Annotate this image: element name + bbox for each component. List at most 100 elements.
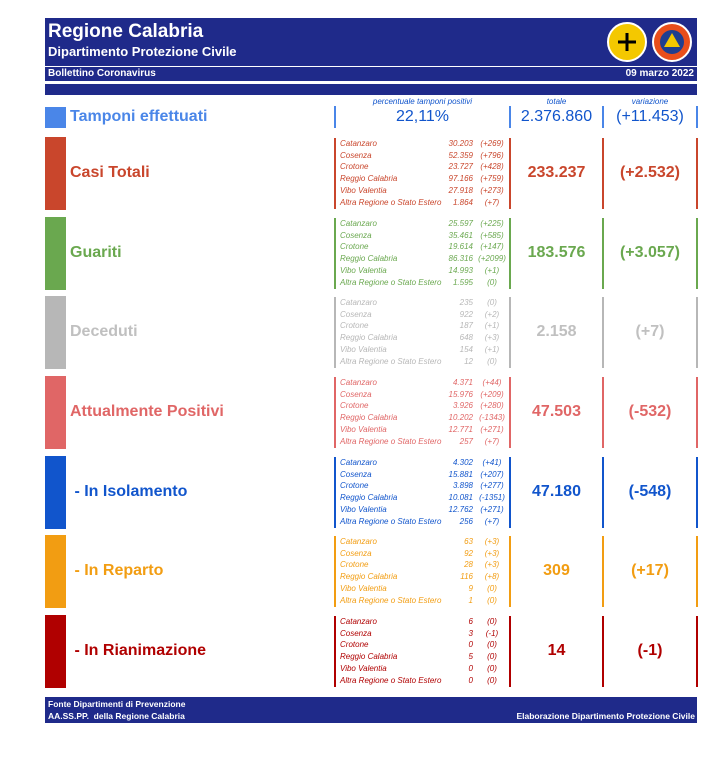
province-change: (+7) (484, 436, 500, 446)
province: Vibo Valentia (340, 663, 387, 673)
divider (334, 297, 336, 368)
divider (334, 377, 336, 448)
section-marker (45, 456, 66, 529)
footer-source: AA.SS.PP. della Regione Calabria (48, 711, 185, 721)
section-total: 309 (543, 562, 570, 579)
divider (334, 616, 336, 687)
province-value: 30.203 (448, 139, 473, 148)
tamponi-marker (45, 107, 66, 128)
province-value: 0 (468, 663, 473, 673)
province: Catanzaro (340, 219, 377, 228)
province: Altra Regione o Stato Estero (340, 436, 442, 446)
province: Altra Regione o Stato Estero (340, 277, 442, 287)
divider (334, 457, 336, 528)
province-value: 922 (459, 309, 473, 319)
province-change: (+44) (482, 378, 502, 387)
section-marker (45, 217, 66, 290)
footer-band (45, 697, 697, 723)
province-value: 187 (459, 321, 473, 331)
divider (334, 106, 336, 128)
divider (509, 616, 511, 687)
section-total: 2.158 (536, 323, 577, 340)
province: Vibo Valentia (340, 424, 387, 434)
divider (509, 536, 511, 607)
section-change: (+17) (631, 562, 669, 579)
divider (509, 106, 511, 128)
province-value: 12.762 (448, 504, 473, 514)
section-marker (45, 376, 66, 449)
province-change: (+277) (480, 481, 504, 491)
section-label: Casi Totali (70, 164, 150, 181)
province: Altra Regione o Stato Estero (340, 595, 442, 605)
province: Altra Regione o Stato Estero (340, 675, 442, 685)
province-value: 256 (459, 516, 473, 526)
footer-source: Fonte Dipartimenti di Prevenzione (48, 699, 186, 709)
province-change: (+3) (484, 548, 500, 558)
province-value: 1.864 (452, 197, 473, 207)
province: Catanzaro (340, 617, 377, 626)
date: 09 marzo 2022 (625, 68, 694, 79)
caption: percentuale tamponi positivi (372, 97, 473, 106)
divider (602, 138, 604, 209)
province: Reggio Calabria (340, 652, 398, 662)
province-value: 25.597 (448, 219, 473, 228)
province: Crotone (340, 640, 369, 650)
section-label: - In Reparto (70, 562, 164, 579)
province: Vibo Valentia (340, 265, 387, 275)
province-value: 35.461 (448, 230, 473, 240)
section-label: Attualmente Positivi (70, 403, 224, 420)
province: Cosenza (340, 628, 372, 638)
province-value: 97.166 (448, 174, 473, 184)
header-band (45, 18, 697, 66)
province: Reggio Calabria (340, 174, 398, 184)
province: Catanzaro (340, 537, 377, 546)
province-change: (0) (487, 652, 497, 662)
province: Cosenza (340, 230, 372, 240)
section-change: (-548) (628, 483, 672, 500)
province: Cosenza (340, 150, 372, 160)
province: Crotone (340, 401, 369, 411)
section-total: 183.576 (527, 244, 586, 261)
province-change: (+273) (480, 185, 504, 195)
province-change: (+3) (484, 537, 500, 546)
province: Vibo Valentia (340, 504, 387, 514)
province-change: (-1) (485, 628, 499, 638)
province-change: (0) (487, 675, 497, 685)
section-marker (45, 535, 66, 608)
province: Catanzaro (340, 139, 377, 148)
province-change: (+271) (480, 424, 504, 434)
province: Altra Regione o Stato Estero (340, 356, 442, 366)
province-value: 52.359 (448, 150, 473, 160)
province-value: 3 (468, 628, 473, 638)
province-change: (+209) (480, 389, 504, 399)
divider (696, 377, 698, 448)
province: Catanzaro (340, 458, 377, 467)
province-value: 3.926 (452, 401, 473, 411)
province-change: (+225) (480, 219, 504, 228)
province-value: 92 (464, 548, 473, 558)
province-value: 9 (468, 583, 473, 593)
divider (509, 138, 511, 209)
bulletin-band (45, 67, 697, 81)
province: Cosenza (340, 469, 372, 479)
province: Cosenza (340, 548, 372, 558)
province-value: 15.976 (448, 389, 473, 399)
province-value: 3.898 (452, 481, 473, 491)
province-value: 4.371 (452, 378, 473, 387)
section-total: 47.180 (532, 483, 581, 500)
province-value: 6 (468, 617, 473, 626)
province: Crotone (340, 481, 369, 491)
province-change: (+8) (484, 572, 500, 582)
province-change: (+2) (484, 309, 500, 319)
province-change: (+41) (482, 458, 502, 467)
province-value: 10.202 (448, 413, 473, 423)
section-change: (+7) (635, 323, 665, 340)
divider (334, 138, 336, 209)
caption: totale (546, 97, 567, 106)
province-value: 14.993 (448, 265, 473, 275)
divider (602, 377, 604, 448)
province-value: 28 (464, 560, 473, 570)
province-value: 0 (468, 640, 473, 650)
divider (696, 138, 698, 209)
province-change: (0) (487, 583, 497, 593)
